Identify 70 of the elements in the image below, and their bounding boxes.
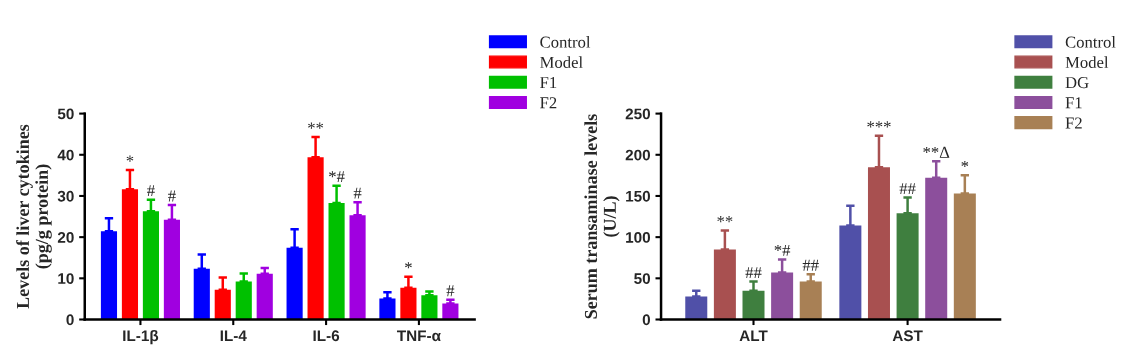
bar [214, 289, 231, 320]
data-label: ** [308, 122, 324, 129]
y-tick-label: 250 [625, 108, 651, 120]
data-label: ** [717, 216, 733, 223]
x-tick-label: TNF-α [396, 330, 441, 342]
bar [349, 215, 366, 320]
x-tick-label: AST [892, 330, 923, 342]
bar [867, 167, 890, 320]
y-tick-label: 200 [625, 149, 651, 161]
bar [953, 193, 976, 320]
data-label: ## [802, 259, 819, 271]
data-label: * [126, 155, 134, 162]
data-label: * [405, 262, 412, 269]
data-label: * [961, 160, 969, 168]
bar [100, 231, 118, 320]
y-axis-title: Levels of liver cytokines (pg/g protein) [16, 124, 52, 309]
y-tick-label: 40 [57, 149, 74, 161]
y-tick-label: 0 [66, 314, 74, 326]
y-tick-label: 20 [57, 232, 74, 243]
legend-label: Model [540, 56, 583, 68]
legend-label: F2 [1065, 117, 1082, 129]
bar [235, 281, 252, 320]
x-tick-label: ALT [739, 330, 768, 341]
bar [256, 273, 273, 320]
bar [896, 213, 919, 320]
bar [421, 295, 438, 320]
bar [771, 272, 794, 320]
bar [799, 281, 822, 320]
data-label: # [353, 187, 362, 199]
y-tick-label: 100 [626, 232, 651, 243]
bar [742, 290, 765, 320]
y-tick-label: 50 [634, 273, 651, 285]
legend-label: Model [1065, 56, 1109, 68]
bar [142, 211, 160, 320]
data-label: ## [899, 183, 916, 195]
x-tick-label: IL-6 [313, 330, 340, 342]
y-axis-title: Serum transaminase levels (U/L) [584, 114, 620, 319]
legend-label: F1 [1065, 97, 1082, 109]
legend-label: F2 [540, 97, 557, 109]
y-tick-label: 10 [58, 273, 74, 285]
x-tick-label: IL-4 [220, 330, 247, 341]
bar [121, 189, 139, 320]
data-label: # [147, 185, 155, 197]
bar [193, 268, 210, 320]
data-label: # [446, 285, 455, 297]
y-tick-label: 50 [57, 108, 74, 120]
data-label: ## [745, 267, 762, 279]
x-tick-label: IL-1β [123, 329, 159, 345]
y-tick-label: 150 [626, 190, 651, 202]
data-label: *# [774, 244, 791, 256]
data-label: *** [867, 121, 891, 128]
bar [925, 177, 948, 320]
bar [839, 225, 862, 320]
data-label: *# [329, 171, 345, 183]
data-label: # [168, 190, 176, 202]
bar [163, 219, 180, 320]
bar [328, 202, 345, 320]
legend-label: Control [1065, 36, 1116, 48]
bar [379, 298, 396, 320]
legend-label: F1 [540, 77, 557, 89]
y-tick-label: 30 [57, 190, 74, 202]
legend-label: Control [540, 36, 591, 48]
bar [307, 157, 324, 320]
data-label: **Δ [923, 146, 950, 158]
bar [286, 247, 303, 320]
bar [400, 287, 417, 320]
bar [713, 249, 736, 320]
legend-label: DG [1065, 77, 1089, 89]
bar [685, 296, 708, 320]
y-tick-label: 0 [642, 314, 651, 326]
